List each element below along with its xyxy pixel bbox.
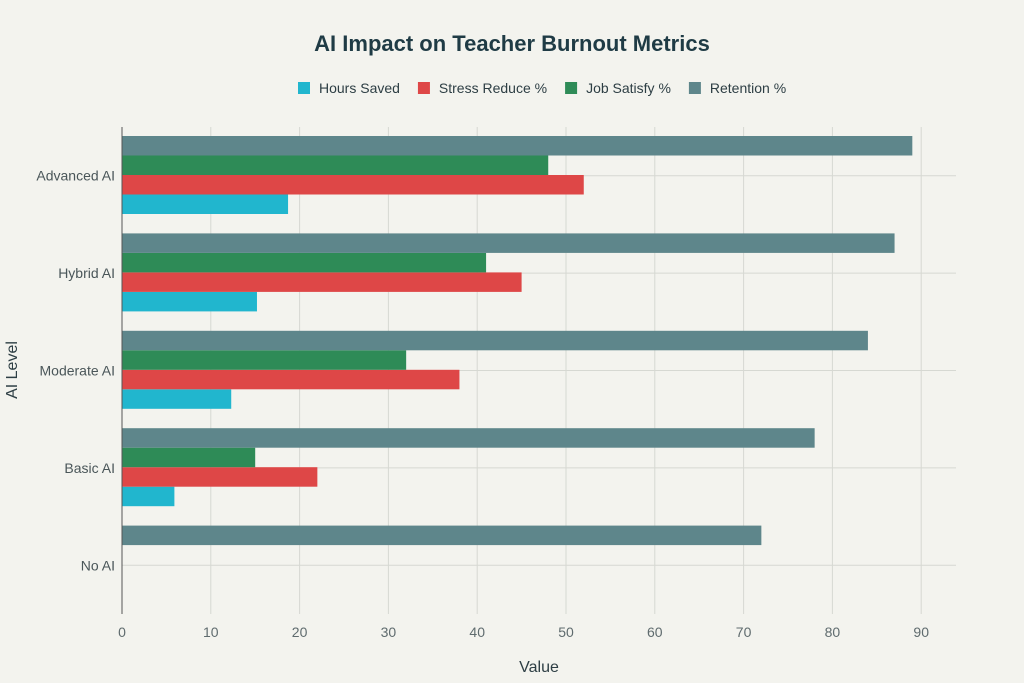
x-tick-label: 90	[913, 624, 929, 640]
x-tick-label: 50	[558, 624, 574, 640]
legend-label: Hours Saved	[319, 80, 400, 96]
x-tick-label: 40	[469, 624, 485, 640]
category-label: No AI	[81, 557, 115, 573]
category-label: Hybrid AI	[58, 265, 115, 281]
category-label: Advanced AI	[36, 168, 115, 184]
category-label: Basic AI	[64, 460, 115, 476]
bar-hours-saved-advanced-ai	[122, 194, 289, 214]
bar-stress-reduce-hybrid-ai	[122, 272, 522, 292]
category-label: Moderate AI	[40, 363, 116, 379]
bar-stress-reduce-moderate-ai	[122, 369, 460, 390]
bar-retention-moderate-ai	[122, 330, 868, 351]
legend-swatch	[565, 82, 578, 94]
x-tick-label: 70	[736, 624, 752, 640]
x-tick-label: 30	[381, 624, 397, 640]
bar-retention-hybrid-ai	[122, 233, 895, 253]
bar-hours-saved-moderate-ai	[122, 389, 232, 409]
x-tick-labels: 0 10 20 30 40 50 60 70 80 90	[118, 624, 929, 640]
bar-job-satisfy-advanced-ai	[122, 155, 549, 175]
bars	[122, 136, 913, 546]
x-axis-label: Value	[519, 659, 559, 676]
bar-job-satisfy-basic-ai	[122, 447, 256, 468]
x-tick-label: 60	[647, 624, 663, 640]
legend-label: Stress Reduce %	[439, 80, 547, 96]
legend-swatch	[417, 82, 430, 94]
bar-job-satisfy-moderate-ai	[122, 350, 407, 370]
bar-retention-no-ai	[122, 525, 762, 546]
legend-label: Retention %	[710, 80, 786, 96]
legend-label: Job Satisfy %	[586, 80, 671, 96]
bar-stress-reduce-advanced-ai	[122, 175, 584, 195]
y-axis-label: AI Level	[4, 341, 21, 399]
x-tick-label: 10	[203, 624, 219, 640]
legend: Hours Saved Stress Reduce % Job Satisfy % R…	[298, 80, 786, 96]
x-tick-label: 20	[292, 624, 308, 640]
bar-job-satisfy-hybrid-ai	[122, 252, 487, 273]
chart-title: AI Impact on Teacher Burnout Metrics	[314, 31, 710, 56]
bar-stress-reduce-basic-ai	[122, 467, 318, 487]
legend-swatch	[688, 82, 701, 94]
x-tick-label: 0	[118, 624, 126, 640]
bar-retention-basic-ai	[122, 428, 815, 448]
bar-retention-advanced-ai	[122, 136, 913, 156]
category-labels: Advanced AI Hybrid AI Moderate AI Basic AI N…	[36, 168, 115, 574]
x-tick-label: 80	[825, 624, 841, 640]
bar-hours-saved-basic-ai	[122, 486, 175, 507]
legend-swatch	[298, 82, 310, 94]
bar-hours-saved-hybrid-ai	[122, 291, 257, 312]
